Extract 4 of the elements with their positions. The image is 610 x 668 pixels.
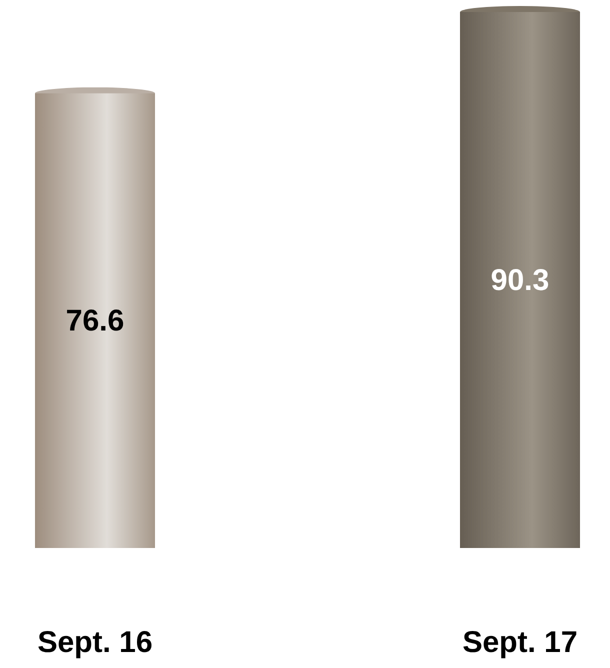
data-label: 76.6 <box>66 304 124 338</box>
data-label: 90.3 <box>490 264 550 297</box>
x-tick-label: Sept. 16 <box>37 626 153 659</box>
x-tick-label: Sept. 17 <box>462 626 578 659</box>
